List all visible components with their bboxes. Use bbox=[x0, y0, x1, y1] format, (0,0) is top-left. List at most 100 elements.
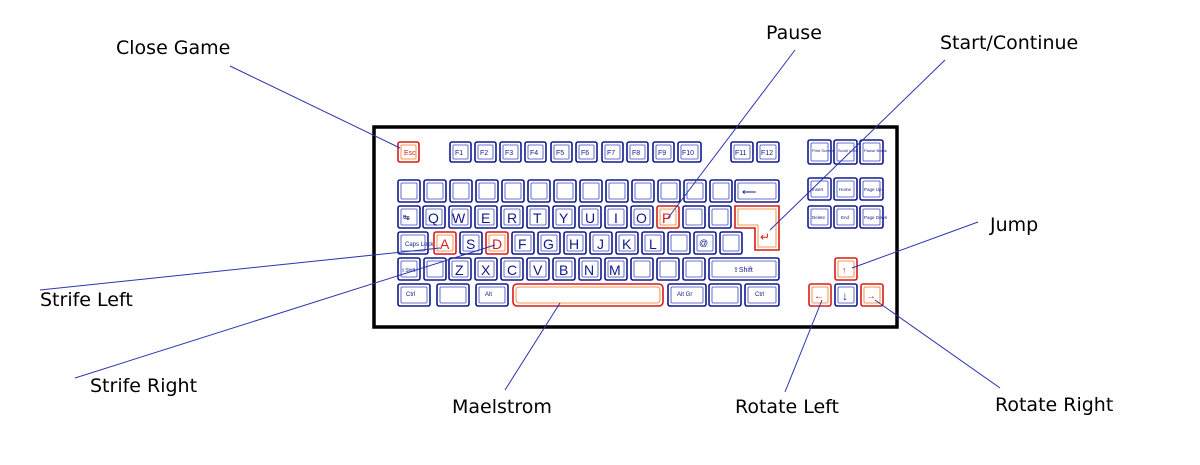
key-delete: Delete bbox=[807, 205, 832, 229]
key-win-right bbox=[708, 283, 742, 307]
svg-text:Page Up: Page Up bbox=[864, 187, 882, 192]
key-esc: Esc bbox=[397, 141, 420, 163]
key-k: K bbox=[615, 231, 639, 255]
label-maelstrom: Maelstrom bbox=[452, 396, 552, 418]
key-arrow-right: → bbox=[860, 283, 884, 307]
key-y: Y bbox=[552, 205, 576, 229]
navigation-cluster: Insert Home Page Up Delete End Page Down bbox=[807, 177, 888, 229]
svg-text:R: R bbox=[507, 210, 517, 226]
label-rotate-left: Rotate Left bbox=[735, 396, 839, 418]
svg-text:F3: F3 bbox=[505, 150, 513, 157]
svg-text:F: F bbox=[518, 236, 527, 252]
svg-text:Esc: Esc bbox=[404, 150, 416, 157]
svg-text:X: X bbox=[481, 262, 491, 278]
svg-text:Y: Y bbox=[559, 210, 569, 226]
space-row: Ctrl Alt Alt Gr Ctrl bbox=[397, 283, 780, 307]
svg-text:M: M bbox=[609, 262, 621, 278]
svg-text:⇧Shift: ⇧Shift bbox=[733, 266, 753, 274]
svg-text:D: D bbox=[492, 236, 502, 252]
svg-text:C: C bbox=[507, 262, 517, 278]
svg-text:↹: ↹ bbox=[403, 213, 410, 222]
key-number-row-1 bbox=[397, 179, 421, 203]
key-s: S bbox=[459, 231, 483, 255]
svg-text:A: A bbox=[440, 236, 450, 252]
key-alt-gr: Alt Gr bbox=[667, 283, 707, 307]
key-number-row-4 bbox=[475, 179, 499, 203]
bottom-letter-row: ⇧Shift Z X C V B N M ⇧Shift bbox=[397, 257, 780, 281]
svg-text:V: V bbox=[533, 262, 543, 278]
key-number-row-6 bbox=[527, 179, 551, 203]
svg-text:@: @ bbox=[699, 238, 708, 248]
label-pause: Pause bbox=[766, 22, 822, 44]
key-bracket-open bbox=[682, 205, 706, 229]
key-arrow-up: ↑ bbox=[834, 257, 858, 281]
key-insert: Insert bbox=[807, 177, 832, 201]
key-f10: F10 bbox=[677, 141, 702, 163]
leader-pause bbox=[667, 49, 796, 219]
key-f2: F2 bbox=[474, 141, 497, 163]
label-start-continue: Start/Continue bbox=[940, 32, 1078, 54]
key-f1: F1 bbox=[449, 141, 472, 163]
svg-text:Caps Lock: Caps Lock bbox=[405, 242, 434, 248]
key-number-row-10 bbox=[631, 179, 655, 203]
home-row: Caps Lock A S D F G H J K L @ bbox=[397, 231, 743, 255]
svg-text:S: S bbox=[466, 236, 475, 252]
key-hash bbox=[719, 231, 743, 255]
key-backspace-label: ⟵ bbox=[742, 187, 756, 198]
svg-text:Print Screen SysRq: Print Screen SysRq bbox=[812, 148, 847, 153]
svg-text:O: O bbox=[636, 210, 647, 226]
key-l: L bbox=[641, 231, 665, 255]
key-e: E bbox=[474, 205, 498, 229]
top-letter-row: ↹ Q W E R T Y U I O P ↵ bbox=[397, 205, 780, 251]
number-row: ⟵ bbox=[397, 179, 780, 203]
svg-text:F1: F1 bbox=[455, 150, 463, 157]
key-f11: F11 bbox=[730, 141, 754, 163]
key-page-down: Page Down bbox=[859, 205, 888, 229]
svg-text:F12: F12 bbox=[761, 150, 773, 157]
svg-text:J: J bbox=[597, 236, 604, 252]
key-a: A bbox=[433, 231, 457, 255]
svg-text:Ctrl: Ctrl bbox=[755, 292, 764, 298]
svg-text:Scroll Lock: Scroll Lock bbox=[838, 148, 858, 153]
svg-text:Ctrl: Ctrl bbox=[406, 292, 415, 298]
svg-text:F8: F8 bbox=[632, 150, 640, 157]
key-number-row-8 bbox=[579, 179, 603, 203]
svg-text:End: End bbox=[841, 215, 850, 220]
key-d: D bbox=[485, 231, 509, 255]
svg-text:↑: ↑ bbox=[842, 265, 847, 275]
leader-start-continue bbox=[769, 59, 946, 231]
key-pause-break: Pause Break bbox=[859, 139, 887, 165]
svg-text:Delete: Delete bbox=[812, 215, 826, 220]
key-print-screen: Print Screen SysRq bbox=[807, 139, 847, 165]
key-v: V bbox=[526, 257, 550, 281]
key-backspace: ⟵ bbox=[734, 179, 780, 203]
svg-text:F2: F2 bbox=[480, 150, 488, 157]
key-q: Q bbox=[422, 205, 446, 229]
svg-text:⇧Shift: ⇧Shift bbox=[401, 268, 416, 274]
key-f12: F12 bbox=[756, 141, 780, 163]
svg-text:F4: F4 bbox=[530, 150, 538, 157]
key-x: X bbox=[474, 257, 498, 281]
key-i: I bbox=[604, 205, 628, 229]
key-semicolon bbox=[667, 231, 691, 255]
key-u: U bbox=[578, 205, 602, 229]
key-p: P bbox=[656, 205, 680, 229]
svg-text:Q: Q bbox=[428, 210, 439, 226]
key-win-left bbox=[436, 283, 470, 307]
svg-text:F5: F5 bbox=[556, 150, 564, 157]
key-f: F bbox=[511, 231, 535, 255]
key-f7: F7 bbox=[601, 141, 624, 163]
key-number-row-12 bbox=[683, 179, 707, 203]
svg-text:Alt: Alt bbox=[485, 292, 492, 298]
key-bracket-close bbox=[708, 205, 732, 229]
leader-jump bbox=[851, 221, 979, 269]
svg-text:Alt Gr: Alt Gr bbox=[677, 292, 692, 298]
leader-strife-right bbox=[74, 244, 496, 379]
svg-text:F9: F9 bbox=[658, 150, 666, 157]
svg-text:B: B bbox=[559, 262, 568, 278]
key-c: C bbox=[500, 257, 524, 281]
svg-text:L: L bbox=[649, 236, 657, 252]
key-period bbox=[656, 257, 680, 281]
key-caps-lock: Caps Lock bbox=[397, 231, 434, 255]
